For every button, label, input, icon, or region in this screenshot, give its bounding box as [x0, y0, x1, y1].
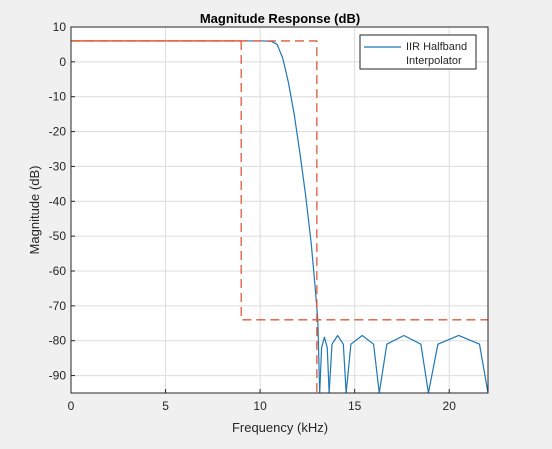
grid-lines — [70, 26, 488, 393]
y-ticks: 10 0 -10 -20 -30 -40 -50 -60 -70 -80 -90 — [49, 20, 75, 383]
spec-mask-mask-upper — [71, 40, 318, 393]
y-tick-label: -70 — [49, 299, 67, 313]
y-tick-label: -90 — [49, 369, 67, 383]
x-tick-label: 15 — [348, 399, 362, 413]
plot-lines — [71, 40, 488, 393]
response-line-stopband-lobe-5 — [427, 334, 488, 393]
response-line-stopband-lobe-4 — [378, 334, 430, 393]
y-tick-label: -30 — [49, 159, 67, 173]
x-tick-label: 10 — [253, 399, 267, 413]
y-tick-label: 10 — [53, 20, 67, 34]
y-tick-label: -20 — [49, 125, 67, 139]
y-tick-label: 0 — [59, 55, 66, 69]
legend-box — [359, 34, 477, 70]
axes-box — [70, 26, 489, 394]
response-line-stopband-lobe-1 — [319, 336, 330, 393]
x-tick-label: 20 — [443, 399, 457, 413]
x-tick-label: 0 — [68, 399, 75, 413]
y-axis-label: Magnitude (dB) — [27, 166, 42, 255]
y-tick-label: -40 — [49, 194, 67, 208]
legend[interactable]: IIR Halfband Interpolator — [359, 34, 477, 70]
spec-mask-mask-lower — [240, 40, 488, 321]
axes-background — [71, 27, 488, 393]
y-tick-label: -50 — [49, 229, 67, 243]
x-axis-label: Frequency (kHz) — [232, 420, 328, 435]
response-line-iir-halfband-interpolator — [71, 40, 321, 393]
response-line-stopband-lobe-2 — [328, 334, 347, 393]
x-ticks: 0 5 10 15 20 — [68, 389, 457, 413]
legend-entry-line2: Interpolator — [406, 55, 462, 67]
chart-title: Magnitude Response (dB) — [200, 11, 360, 26]
y-tick-label: -80 — [49, 334, 67, 348]
y-tick-label: -10 — [49, 90, 67, 104]
y-tick-label: -60 — [49, 264, 67, 278]
response-line-stopband-lobe-3 — [345, 334, 380, 393]
x-tick-label: 5 — [162, 399, 169, 413]
legend-entry-line1: IIR Halfband — [406, 41, 467, 53]
